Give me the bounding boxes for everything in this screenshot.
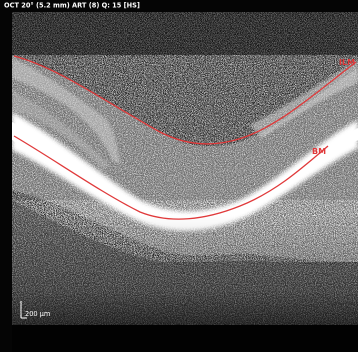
scale-bar: 200 µm <box>20 301 50 319</box>
bm-segmentation-line <box>13 135 329 220</box>
bm-label: BM <box>312 147 326 156</box>
ilm-label: ILM <box>339 58 355 67</box>
rpe-band <box>12 112 358 231</box>
scale-bar-label: 200 µm <box>25 310 50 318</box>
ilm-segmentation-line <box>13 55 357 145</box>
scan-header: OCT 20° (5.2 mm) ART (8) Q: 15 [HS] <box>4 2 140 10</box>
